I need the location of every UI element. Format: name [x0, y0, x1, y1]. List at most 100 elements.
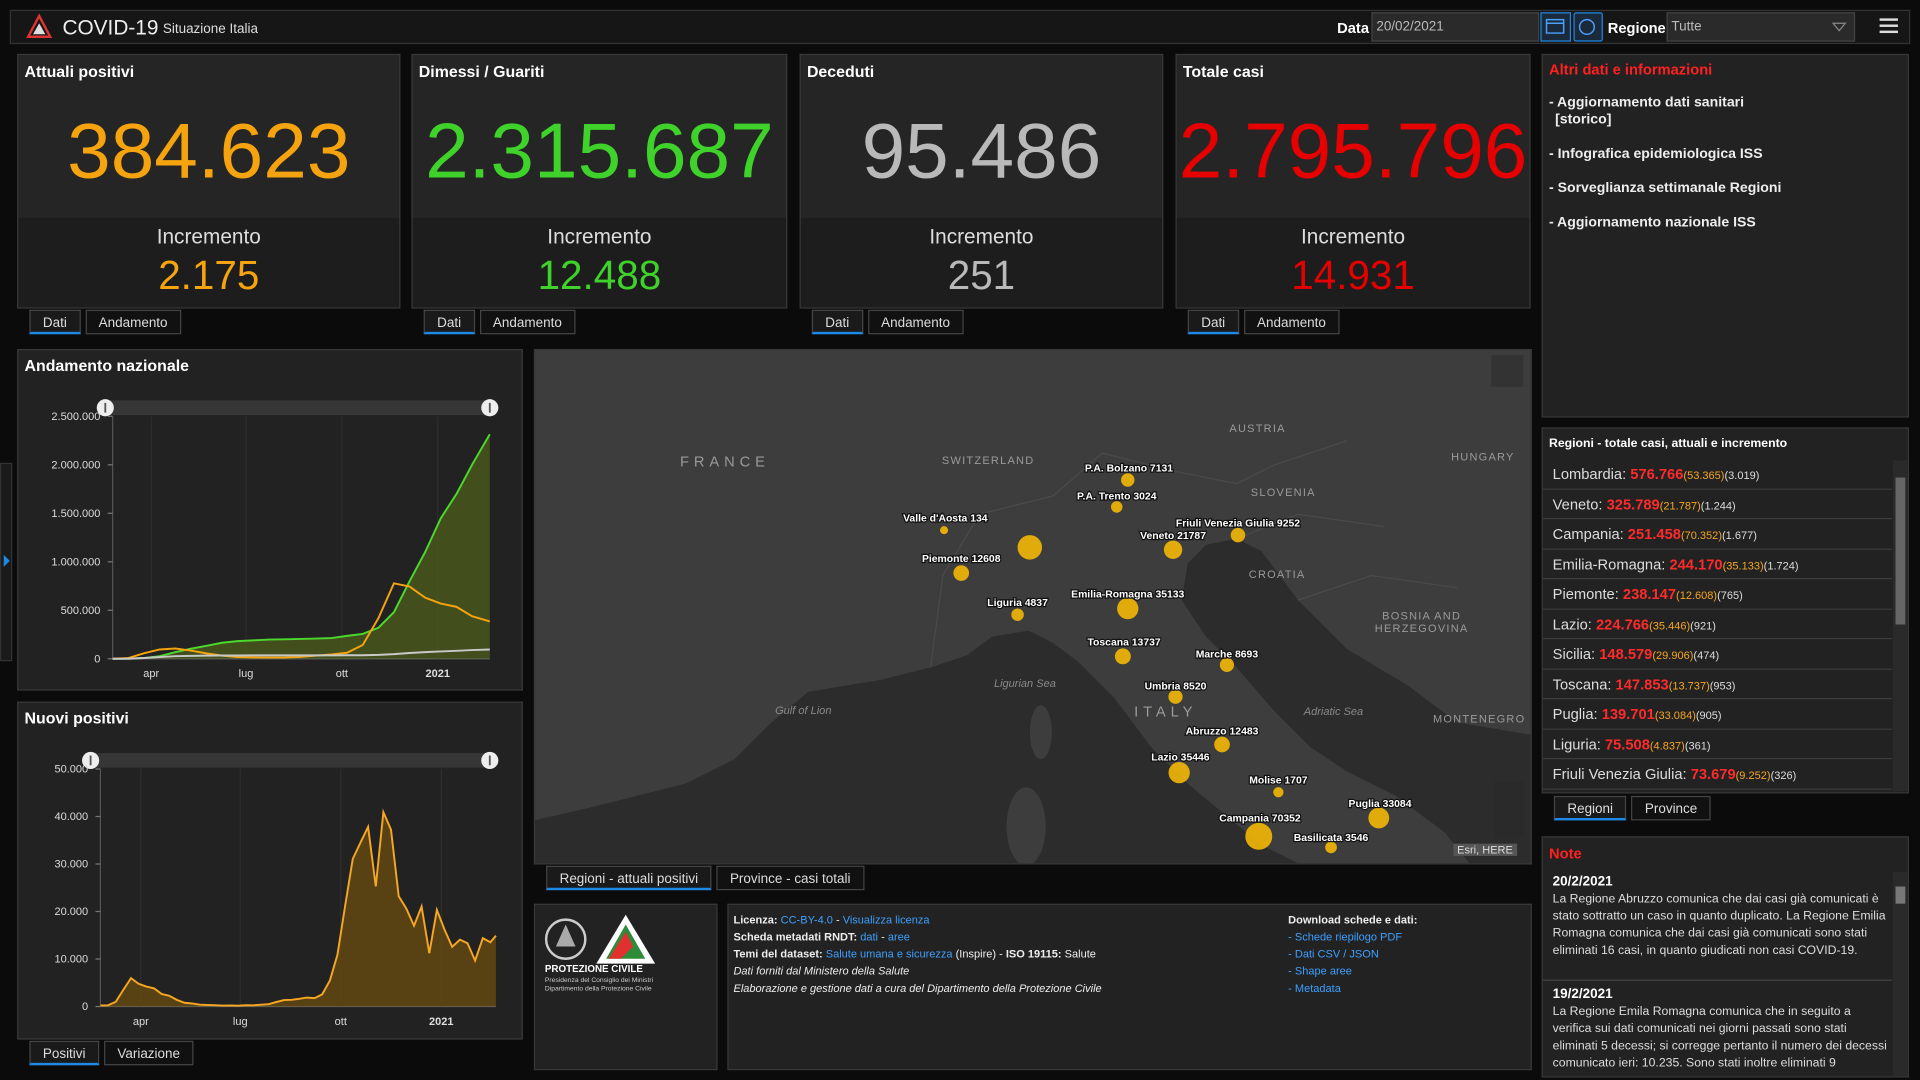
map-panel	[533, 348, 1532, 865]
footer-line: Elaborazione e gestione dati a cura del …	[733, 982, 1101, 994]
tab[interactable]: Andamento	[479, 309, 576, 335]
date-input[interactable]: 20/02/2021	[1371, 12, 1540, 42]
region-increment: (1.244)	[1700, 498, 1736, 512]
kpi-card: Attuali positivi 384.623 Incremento 2.175	[17, 53, 401, 309]
place-label: HUNGARY	[1451, 450, 1515, 463]
region-total: 251.458	[1627, 525, 1681, 543]
increment-label: Incremento	[1300, 225, 1406, 249]
footer-link[interactable]: CC-BY-4.0	[780, 913, 833, 926]
footer-text: Elaborazione e gestione dati a cura del …	[733, 982, 1102, 995]
chart-title: Nuovi positivi	[24, 708, 129, 728]
footer-link[interactable]: Shape aree	[1294, 964, 1352, 978]
tab[interactable]: Andamento	[85, 309, 182, 335]
region-label: Regione	[1607, 19, 1666, 37]
region-total: 73.679	[1690, 765, 1736, 783]
place-label: ITALY	[1134, 702, 1198, 720]
region-increment: (361)	[1684, 738, 1711, 752]
tab[interactable]: Positivi	[29, 1040, 99, 1066]
region-name: Lombardia:	[1552, 465, 1627, 483]
side-tab[interactable]	[0, 462, 13, 662]
tab-bar: Regioni - attuali positivi Province - cas…	[546, 865, 869, 891]
region-total: 139.701	[1601, 705, 1655, 723]
place-label: Gulf of Lion	[775, 704, 832, 717]
region-increment: (953)	[1709, 678, 1736, 692]
attribution: Esri, HERE	[1453, 843, 1517, 856]
footer-link[interactable]: Dati CSV / JSON	[1294, 947, 1379, 960]
info-link[interactable]: - Aggiornamento dati sanitari	[1548, 95, 1745, 111]
tab-bar: Positivi Variazione	[29, 1040, 198, 1066]
region-title: Regioni - totale casi, attuali e increme…	[1548, 437, 1788, 451]
footer-text: Download schede e dati:	[1288, 913, 1418, 926]
region-total: 75.508	[1604, 735, 1650, 753]
region-active: (21.787)	[1659, 498, 1701, 512]
logo-text: PROTEZIONE CIVILE	[544, 963, 643, 975]
tab[interactable]: Dati	[29, 309, 81, 335]
logo-text: Presidenza del Consiglio dei Ministri	[544, 977, 654, 985]
tab[interactable]: Regioni	[1553, 795, 1627, 821]
card-title: Attuali positivi	[24, 62, 135, 81]
card-title: Deceduti	[806, 62, 875, 81]
increment-value: 12.488	[537, 252, 662, 298]
tab-bar: Dati Andamento	[423, 309, 581, 335]
tab[interactable]: Province - casi totali	[716, 865, 864, 891]
footer-link[interactable]: dati	[860, 930, 879, 943]
footer-link[interactable]: Visualizza licenza	[842, 913, 930, 926]
region-active: (12.608)	[1676, 588, 1718, 602]
tab[interactable]: Andamento	[1243, 309, 1340, 335]
card-value: 2.795.796	[1178, 106, 1528, 195]
tab[interactable]: Variazione	[103, 1040, 194, 1066]
footer-line: - Metadata	[1288, 982, 1341, 994]
increment-value: 251	[947, 252, 1016, 298]
region-row: Lazio: 224.766(35.446)(921)	[1542, 609, 1892, 640]
logo-text: Dipartimento della Protezione Civile	[544, 985, 652, 994]
note-separator	[1542, 979, 1892, 981]
info-link[interactable]: - Aggiornamento nazionale ISS	[1548, 215, 1756, 231]
region-panel: Regioni - totale casi, attuali e increme…	[1541, 427, 1909, 794]
region-select[interactable]: Tutte	[1666, 12, 1856, 42]
region-name: Veneto:	[1552, 495, 1603, 513]
footer-link[interactable]: aree	[887, 930, 910, 943]
footer-link[interactable]: -	[1288, 982, 1295, 995]
tab[interactable]: Province	[1631, 795, 1711, 821]
tab-bar: Dati Andamento	[811, 309, 969, 335]
tab[interactable]: Dati	[811, 309, 863, 335]
region-name: Emilia-Romagna:	[1552, 555, 1666, 573]
logo-panel: PROTEZIONE CIVILE Presidenza del Consigli…	[533, 903, 718, 1071]
footer-link[interactable]: Metadata	[1294, 982, 1341, 995]
region-total: 325.789	[1606, 495, 1660, 513]
footer-link[interactable]: -	[1288, 964, 1295, 978]
place-label: CROATIA	[1248, 568, 1306, 581]
footer-link[interactable]: -	[1288, 947, 1295, 960]
legend-button[interactable]	[1491, 355, 1524, 387]
info-link[interactable]: - Infografica epidemiologica ISS	[1548, 146, 1763, 162]
region-active: (70.352)	[1680, 528, 1722, 542]
region-increment: (326)	[1770, 768, 1797, 782]
footer-line: Dati forniti dal Ministero della Salute	[733, 965, 909, 977]
note-date: 20/2/2021	[1552, 874, 1613, 889]
region-name: Puglia:	[1552, 705, 1598, 723]
notes-title: Note	[1548, 844, 1582, 863]
top-bar: COVID-19 Situazione Italia Data 20/02/2021 R…	[9, 9, 1911, 45]
card-value: 95.486	[861, 106, 1102, 195]
footer-link[interactable]: -	[1288, 930, 1295, 943]
footer-link[interactable]: Schede riepilogo PDF	[1294, 930, 1403, 943]
zoom-in[interactable]	[1493, 781, 1524, 809]
clock-button[interactable]	[1573, 12, 1603, 42]
card-value: 2.315.687	[425, 106, 774, 195]
region-row: Friuli Venezia Giulia: 73.679(9.252)(326…	[1542, 759, 1892, 790]
kpi-card: Deceduti 95.486 Incremento 251	[799, 53, 1164, 309]
tab[interactable]: Dati	[1187, 309, 1239, 335]
footer-link[interactable]: Salute umana e sicurezza	[825, 947, 953, 960]
tab[interactable]: Andamento	[867, 309, 964, 335]
calendar-button[interactable]	[1540, 12, 1572, 42]
scrollbar	[1893, 871, 1908, 1077]
date-label: Data	[1337, 19, 1369, 37]
zoom-out[interactable]	[1493, 809, 1524, 837]
tab[interactable]: Dati	[423, 309, 475, 335]
info-link[interactable]: - Sorveglianza settimanale Regioni	[1548, 181, 1782, 196]
region-total: 238.147	[1622, 585, 1677, 603]
info-link[interactable]: [storico]	[1555, 112, 1612, 128]
tab[interactable]: Regioni - attuali positivi	[546, 865, 712, 891]
card-lower: Incremento 12.488	[412, 217, 787, 308]
menu-button[interactable]	[1879, 18, 1898, 34]
